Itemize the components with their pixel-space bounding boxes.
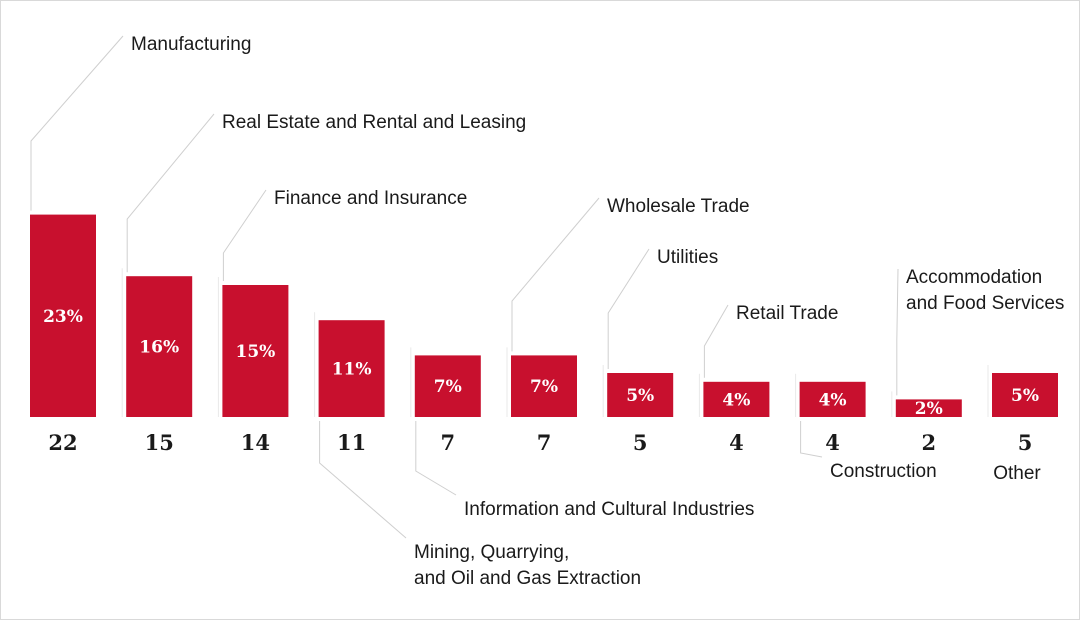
category-label: Information and Cultural Industries: [464, 499, 754, 520]
count-label: 7: [440, 430, 455, 455]
bar-percent-label: 23%: [43, 307, 83, 327]
leader-line: [222, 189, 267, 281]
leader-line: [607, 248, 650, 369]
count-label: 7: [537, 430, 552, 455]
category-label: Wholesale Trade: [607, 196, 750, 217]
count-label: 11: [337, 430, 366, 455]
bar-percent-label: 7%: [530, 377, 558, 397]
leader-line: [703, 304, 729, 378]
leader-line: [415, 421, 457, 496]
bar-percent-label: 7%: [434, 377, 462, 397]
count-label: 4: [729, 430, 744, 455]
bar: [511, 355, 577, 417]
bar: [992, 373, 1058, 417]
bar-percent-label: 5%: [626, 386, 654, 406]
count-label: 2: [921, 430, 936, 455]
count-label: 4: [825, 430, 840, 455]
category-label: Accommodation and Food Services: [906, 267, 1064, 314]
bar: [30, 214, 96, 417]
category-label: Other: [993, 463, 1041, 484]
leader-line: [319, 421, 407, 539]
bar-percent-label: 16%: [139, 338, 179, 358]
count-label: 15: [145, 430, 174, 455]
leader-line: [126, 113, 215, 273]
bar: [318, 320, 385, 417]
leader-line: [800, 421, 823, 458]
count-label: 14: [241, 430, 270, 455]
bar: [799, 381, 866, 417]
count-label: 22: [48, 430, 77, 455]
bar: [126, 276, 193, 417]
category-label: Real Estate and Rental and Leasing: [222, 112, 526, 133]
bar-percent-label: 15%: [235, 342, 275, 362]
category-label: Construction: [830, 461, 937, 482]
category-label: Manufacturing: [131, 34, 251, 55]
bar-percent-label: 11%: [332, 360, 372, 380]
bar: [895, 399, 962, 417]
leader-line: [896, 268, 899, 396]
category-label: Retail Trade: [736, 303, 838, 324]
bar-percent-label: 4%: [722, 390, 750, 410]
leader-line: [30, 35, 124, 211]
bar: [222, 285, 289, 417]
count-label: 5: [1018, 430, 1033, 455]
leader-line: [511, 197, 600, 352]
bar: [414, 355, 481, 417]
bar-percent-label: 2%: [915, 399, 943, 419]
bar: [703, 381, 770, 417]
count-label: 5: [633, 430, 648, 455]
category-label: Mining, Quarrying, and Oil and Gas Extrac…: [414, 542, 641, 589]
bar-percent-label: 5%: [1011, 386, 1039, 406]
category-label: Finance and Insurance: [274, 188, 467, 209]
bar-percent-label: 4%: [819, 390, 847, 410]
bar: [607, 373, 674, 417]
category-label: Utilities: [657, 247, 718, 268]
